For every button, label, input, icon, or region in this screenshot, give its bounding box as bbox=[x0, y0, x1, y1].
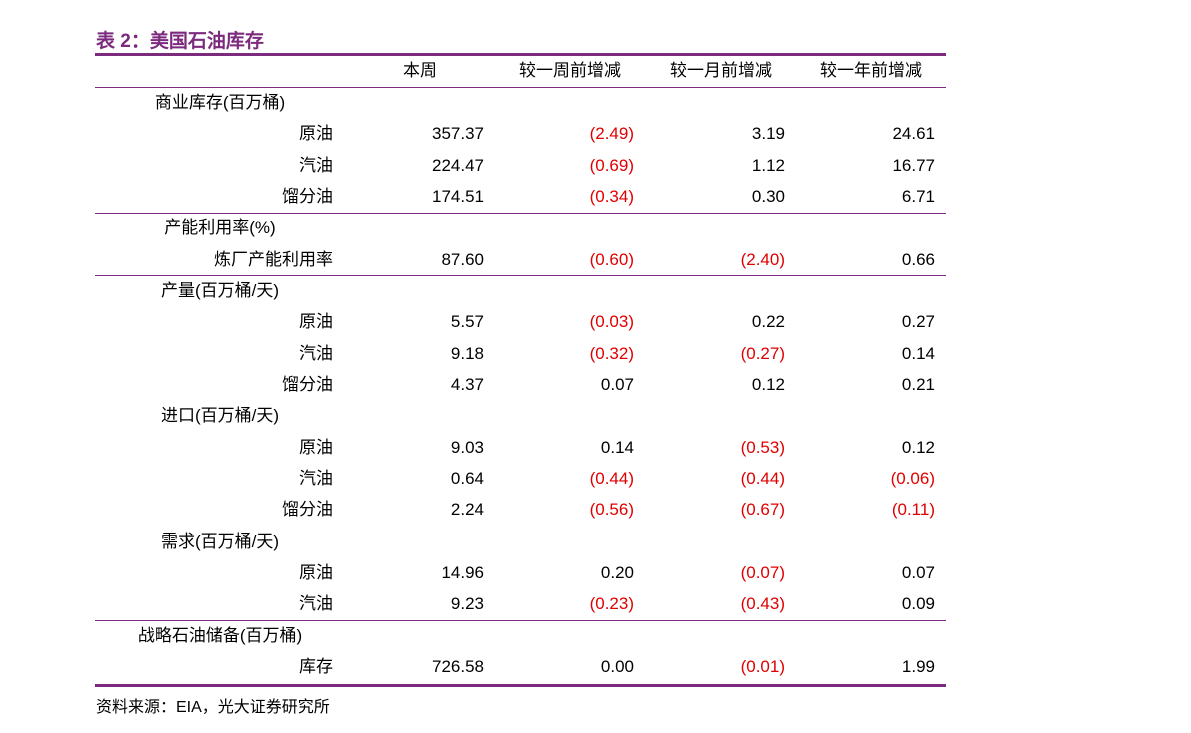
row-label: 原油 bbox=[299, 312, 333, 332]
cell-value: 0.14 bbox=[600, 437, 634, 457]
cell-value: 726.58 bbox=[432, 656, 484, 676]
cell-value: 5.57 bbox=[450, 312, 484, 332]
cell-value: (0.07) bbox=[740, 562, 785, 582]
cell-value: (2.40) bbox=[740, 249, 785, 269]
cell-value: (0.03) bbox=[589, 312, 634, 332]
section-label: 商业库存(百万桶) bbox=[154, 93, 286, 112]
cell-value: (0.44) bbox=[740, 468, 785, 488]
cell-value: (0.44) bbox=[589, 468, 634, 488]
cell-value: 9.23 bbox=[450, 594, 484, 614]
cell-value: (0.34) bbox=[589, 186, 634, 206]
cell-value: (0.56) bbox=[589, 500, 634, 520]
cell-value: (0.11) bbox=[891, 500, 935, 520]
cell-value: 0.27 bbox=[901, 312, 935, 332]
cell-value: 0.07 bbox=[600, 374, 634, 394]
section-label: 产量(百万桶/天) bbox=[160, 280, 280, 300]
cell-value: 87.60 bbox=[441, 249, 484, 269]
bottom-rule bbox=[95, 684, 946, 687]
section-rule bbox=[95, 213, 946, 214]
row-label: 汽油 bbox=[299, 155, 333, 175]
cell-value: 174.51 bbox=[432, 186, 484, 206]
row-label: 原油 bbox=[299, 124, 333, 144]
cell-value: 9.03 bbox=[450, 437, 484, 457]
cell-value: (0.06) bbox=[890, 468, 935, 488]
cell-value: (0.60) bbox=[589, 249, 634, 269]
cell-value: (0.53) bbox=[740, 437, 785, 457]
cell-value: 0.22 bbox=[751, 312, 785, 332]
cell-value: (0.27) bbox=[740, 343, 785, 363]
cell-value: 9.18 bbox=[450, 343, 484, 363]
section-label: 进口(百万桶/天) bbox=[160, 406, 280, 426]
cell-value: 3.19 bbox=[751, 124, 785, 144]
row-label: 炼厂产能利用率 bbox=[214, 249, 333, 269]
cell-value: 1.99 bbox=[901, 656, 935, 676]
row-label: 原油 bbox=[299, 437, 333, 457]
column-header: 较一月前增减 bbox=[670, 61, 772, 80]
row-label: 汽油 bbox=[299, 594, 333, 614]
cell-value: 0.21 bbox=[901, 374, 935, 394]
cell-value: 0.09 bbox=[901, 594, 935, 614]
cell-value: 224.47 bbox=[432, 155, 484, 175]
top-rule bbox=[95, 53, 946, 56]
cell-value: 2.24 bbox=[450, 500, 484, 520]
cell-value: 0.14 bbox=[901, 343, 935, 363]
column-header: 较一年前增减 bbox=[820, 61, 922, 80]
source-note: 资料来源：EIA，光大证券研究所 bbox=[96, 699, 330, 716]
column-header: 较一周前增减 bbox=[519, 61, 621, 80]
cell-value: (0.23) bbox=[589, 594, 634, 614]
cell-value: 0.07 bbox=[901, 562, 935, 582]
row-label: 汽油 bbox=[299, 468, 333, 488]
cell-value: (0.01) bbox=[740, 656, 785, 676]
section-label: 需求(百万桶/天) bbox=[160, 531, 280, 551]
column-header: 本周 bbox=[403, 61, 437, 80]
cell-value: 0.20 bbox=[600, 562, 634, 582]
row-label: 原油 bbox=[299, 562, 333, 582]
cell-value: 357.37 bbox=[432, 124, 484, 144]
cell-value: 16.77 bbox=[892, 155, 935, 175]
cell-value: 6.71 bbox=[901, 186, 935, 206]
cell-value: (0.32) bbox=[589, 343, 634, 363]
cell-value: 0.64 bbox=[450, 468, 484, 488]
cell-value: 1.12 bbox=[751, 155, 785, 175]
cell-value: 0.66 bbox=[901, 249, 935, 269]
row-label: 库存 bbox=[299, 656, 333, 676]
section-label: 产能利用率(%) bbox=[164, 218, 276, 238]
cell-value: 0.30 bbox=[751, 186, 785, 206]
cell-value: 0.12 bbox=[751, 374, 785, 394]
row-label: 馏分油 bbox=[282, 500, 333, 520]
section-label: 战略石油储备(百万桶) bbox=[137, 625, 303, 645]
row-label: 汽油 bbox=[299, 343, 333, 363]
row-label: 馏分油 bbox=[282, 374, 333, 394]
header-rule bbox=[95, 87, 946, 88]
cell-value: 4.37 bbox=[450, 374, 484, 394]
cell-value: (0.43) bbox=[740, 594, 785, 614]
cell-value: (2.49) bbox=[589, 124, 634, 144]
cell-value: 0.12 bbox=[901, 437, 935, 457]
cell-value: (0.69) bbox=[589, 155, 634, 175]
cell-value: 0.00 bbox=[600, 656, 634, 676]
section-rule bbox=[95, 275, 946, 276]
row-label: 馏分油 bbox=[282, 186, 333, 206]
cell-value: (0.67) bbox=[740, 500, 785, 520]
cell-value: 24.61 bbox=[892, 124, 935, 144]
cell-value: 14.96 bbox=[441, 562, 484, 582]
table-title: 表 2：美国石油库存 bbox=[96, 31, 264, 52]
section-rule bbox=[95, 620, 946, 621]
